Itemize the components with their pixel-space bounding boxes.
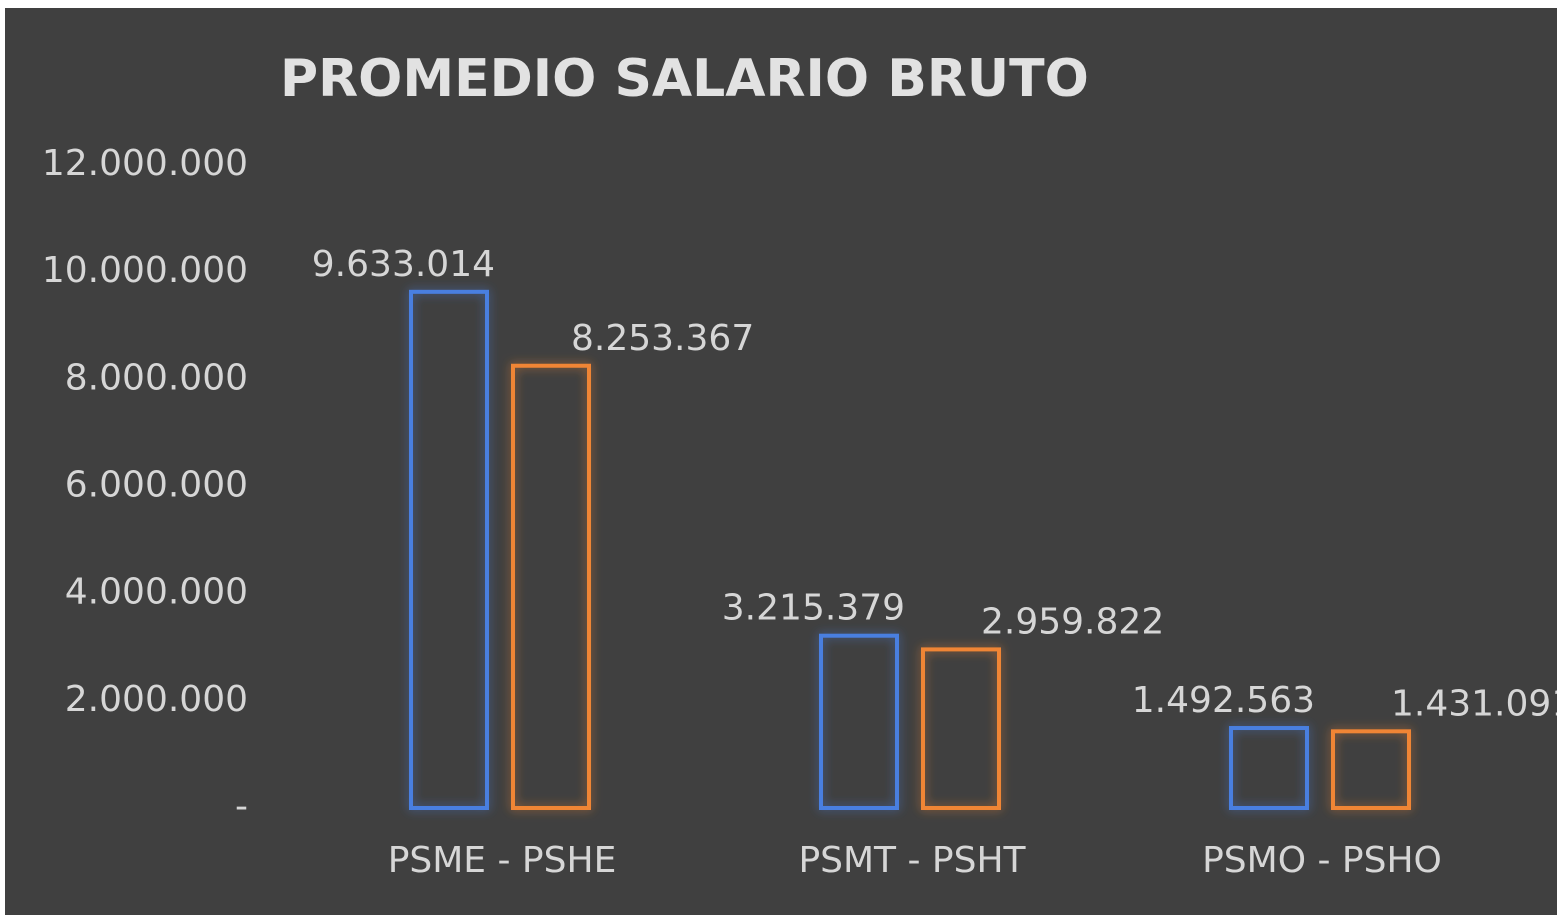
data-label: 1.431.091: [1391, 683, 1557, 724]
bar: [409, 289, 489, 810]
bar: [511, 363, 591, 810]
y-tick-label: 12.000.000: [42, 143, 248, 184]
data-label: 2.959.822: [981, 601, 1164, 642]
y-tick-label: 10.000.000: [42, 250, 248, 291]
bar: [921, 647, 1001, 811]
bar: [819, 633, 899, 811]
data-label: 3.215.379: [722, 588, 905, 629]
y-tick-label: 6.000.000: [65, 465, 248, 506]
x-tick-label: PSMT - PSHT: [798, 840, 1026, 881]
data-label: 9.633.014: [312, 244, 495, 285]
bar: [1229, 726, 1309, 810]
data-label: 8.253.367: [571, 318, 754, 359]
x-tick-label: PSME - PSHE: [388, 840, 617, 881]
data-label: 1.492.563: [1132, 680, 1315, 721]
y-tick-label: 8.000.000: [65, 357, 248, 398]
y-tick-label: -: [235, 786, 248, 827]
chart-title: PROMEDIO SALARIO BRUTO: [280, 49, 1089, 109]
y-tick-label: 2.000.000: [65, 679, 248, 720]
bar: [1331, 729, 1411, 811]
y-tick-label: 4.000.000: [65, 572, 248, 613]
x-tick-label: PSMO - PSHO: [1202, 840, 1442, 881]
background: [5, 8, 1557, 915]
